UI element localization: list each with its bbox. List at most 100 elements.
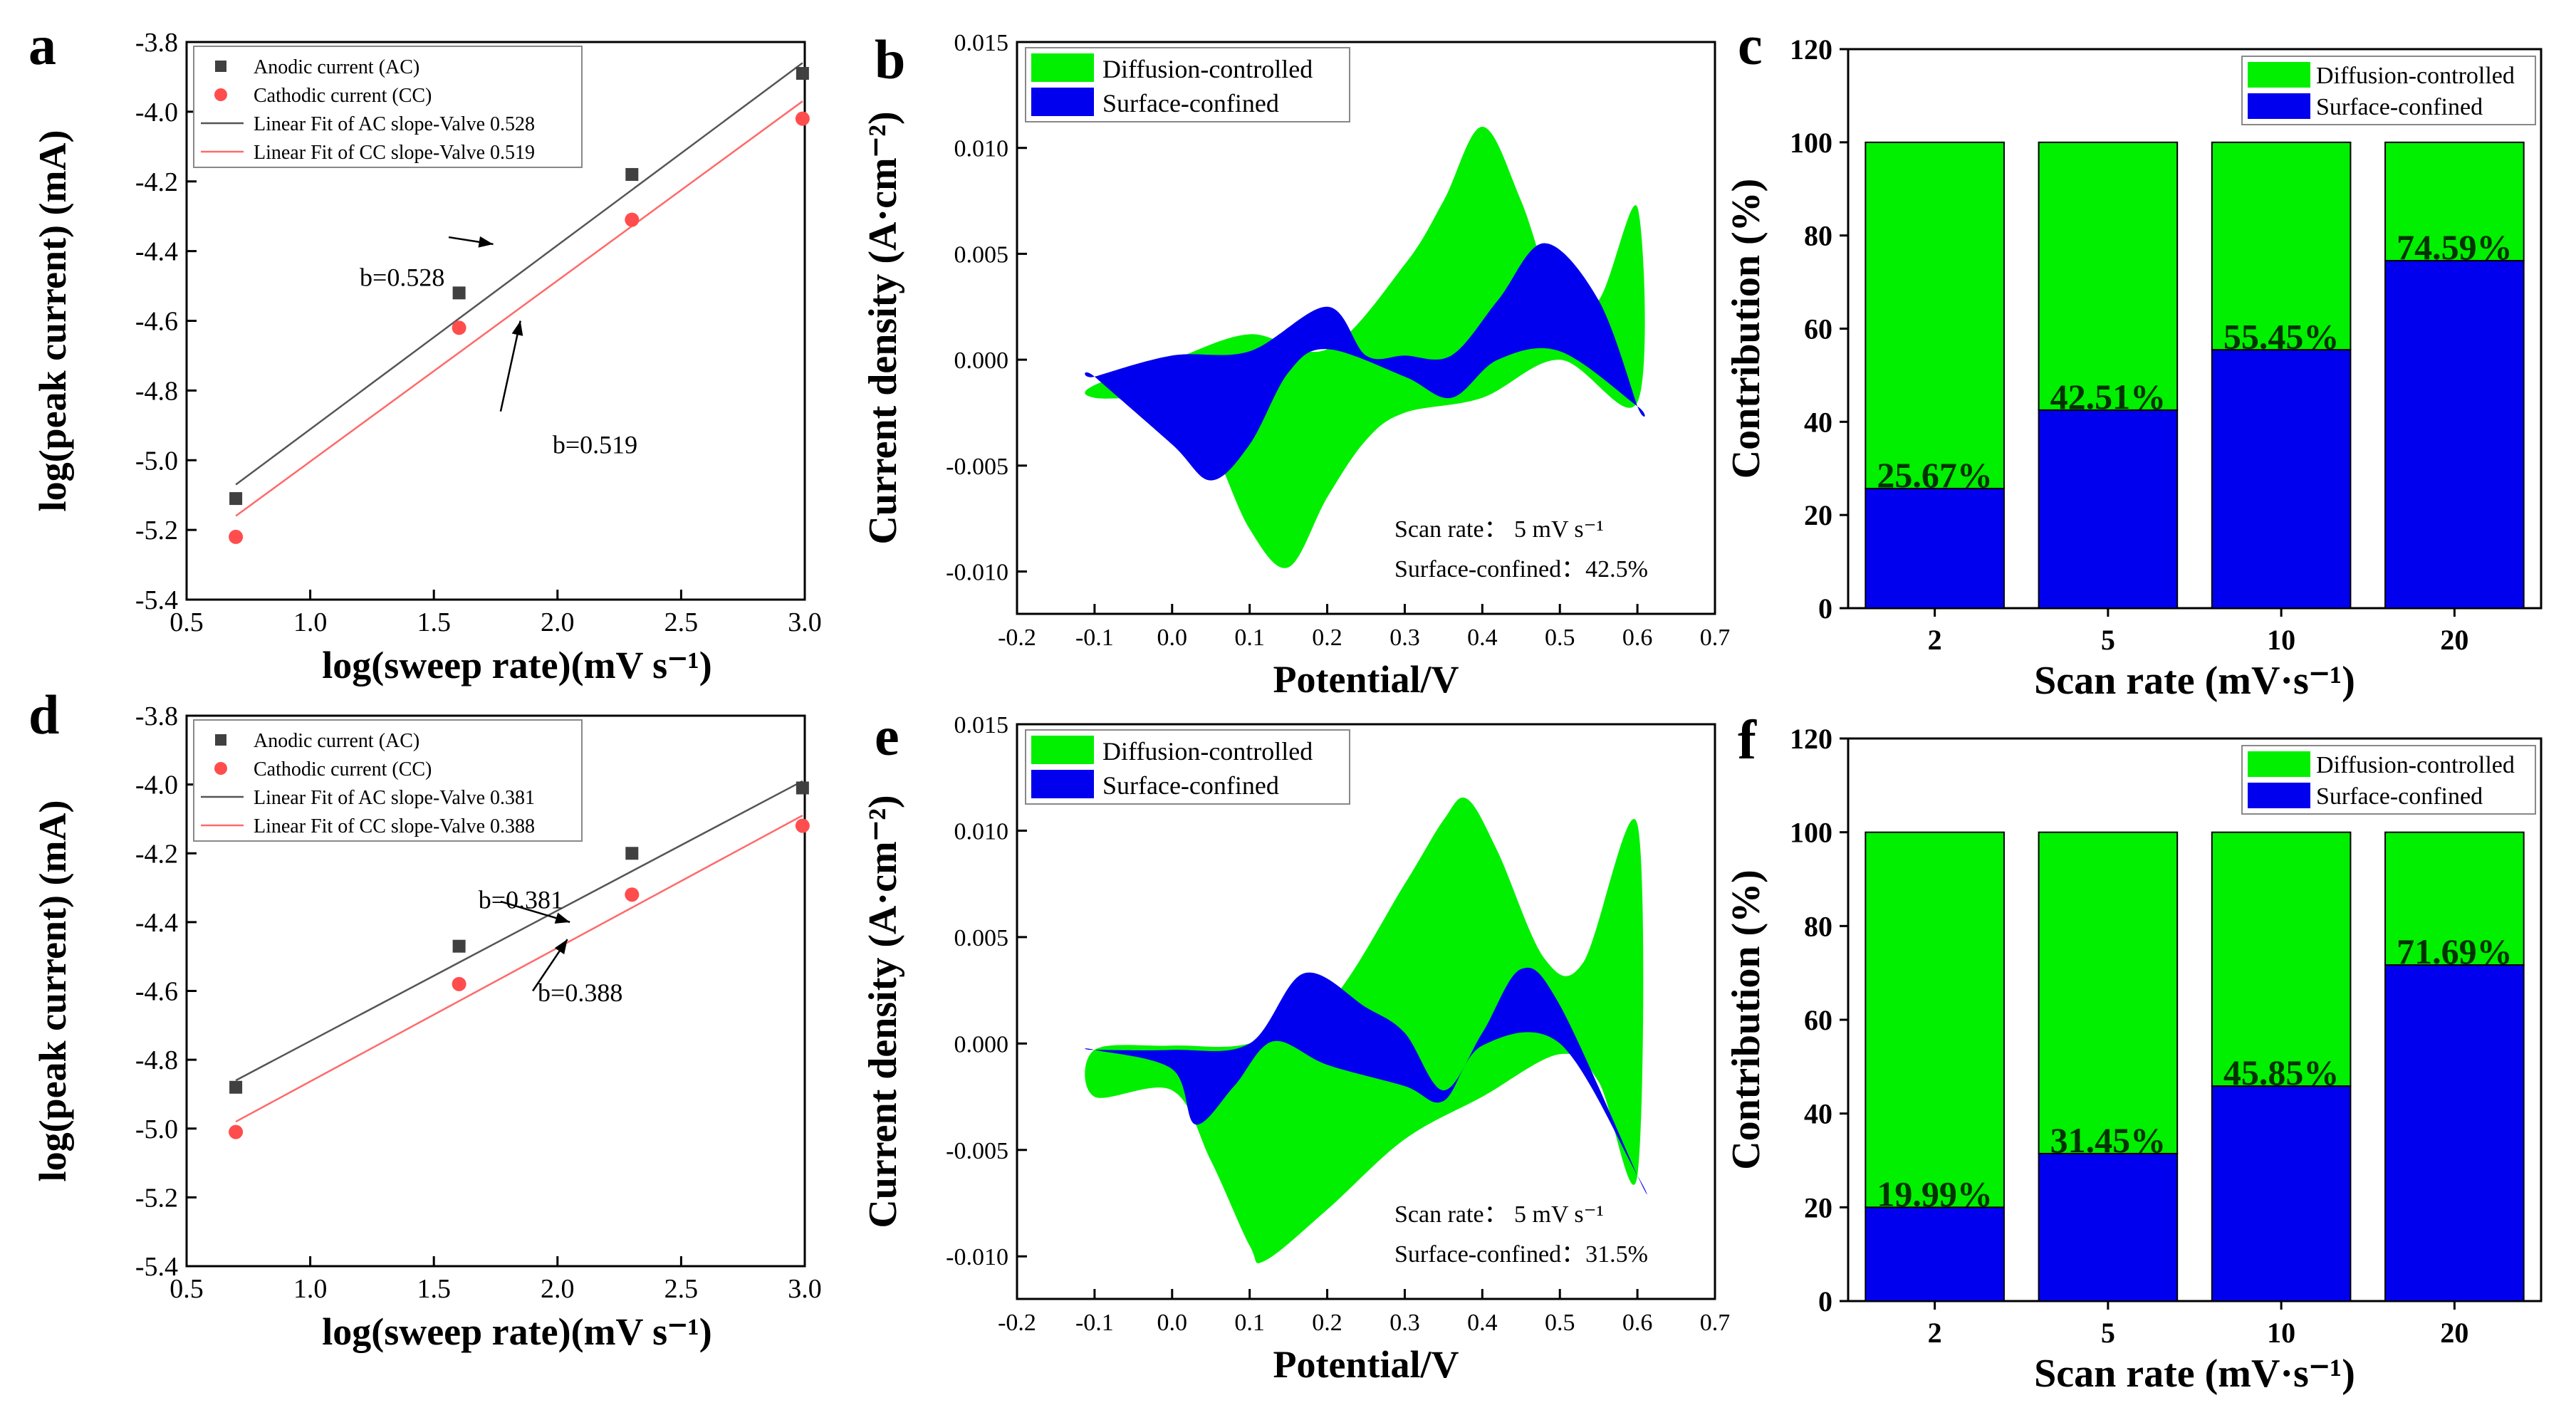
x-tick-label: 0.5 (1545, 625, 1575, 651)
slope-annotation: b=0.528 (360, 263, 444, 292)
legend-surface-swatch (1031, 88, 1094, 116)
y-tick-label: 0 (1818, 1285, 1832, 1317)
y-tick-label: 80 (1804, 910, 1832, 942)
legend-surface-label: Surface-confined (1102, 771, 1279, 800)
x-tick-label: 0.2 (1312, 1310, 1342, 1336)
x-tick-label: 3.0 (788, 607, 822, 637)
panel-letter: b (875, 28, 905, 90)
bar-diffusion (1865, 831, 2005, 1208)
panel-e: -0.2 -0.1 0.0 0.1 0.2 0.3 0.4 0.5 0.6 0.7 -0.010 -0… (861, 705, 1730, 1386)
panel-e-frame (1016, 723, 1716, 1300)
cc-point (229, 529, 244, 544)
legend-cc-marker (214, 88, 227, 101)
y-tick-label: -0.010 (946, 1244, 1008, 1270)
fit-line-ac (235, 780, 803, 1082)
y-axis-title: log(peak current) (mA) (31, 800, 74, 1182)
legend-surface-swatch (1031, 770, 1094, 798)
y-tick-label: -4.6 (135, 307, 178, 337)
x-tick-label: 3.0 (788, 1274, 822, 1304)
bar-value-label: 74.59% (2397, 227, 2513, 267)
legend-ac-label: Anodic current (AC) (254, 730, 419, 752)
y-tick-label: -0.010 (946, 560, 1008, 586)
ac-point (796, 67, 809, 80)
y-axis-title: log(peak current) (mA) (31, 130, 74, 512)
x-tick-label: -0.2 (998, 1310, 1036, 1336)
bar-diffusion (2384, 141, 2525, 262)
x-tick-label: 20 (2440, 1317, 2468, 1349)
y-axis-title: Contribution (%) (1724, 870, 1768, 1170)
slope-annotation: b=0.388 (538, 978, 622, 1007)
fit-line-cc (235, 815, 803, 1123)
y-tick-label: -5.0 (135, 1114, 178, 1144)
y-tick-label: 20 (1804, 499, 1832, 531)
y-tick-label: -0.005 (946, 1138, 1008, 1164)
legend-fit-cc-label: Linear Fit of CC slope-Valve 0.519 (254, 142, 535, 164)
y-tick-label: -5.4 (135, 585, 178, 615)
bar-value-label: 42.51% (2050, 377, 2166, 417)
ac-point (796, 781, 809, 795)
y-tick-label: 40 (1804, 406, 1832, 438)
bar-surface (2384, 964, 2525, 1302)
legend-surface-label: Surface-confined (2316, 94, 2483, 120)
legend-fit-cc-label: Linear Fit of CC slope-Valve 0.388 (254, 815, 535, 837)
y-tick-label: -4.2 (135, 839, 178, 869)
x-tick-label: -0.1 (1075, 625, 1114, 651)
panel-d: 0.5 1.0 1.5 2.0 2.5 3.0 -5.4 -5.2 -5.0 -4.8 -4.6 -4… (28, 684, 822, 1353)
y-axis-title: Current density (A·cm⁻²) (861, 795, 905, 1228)
x-tick-label: 5 (2101, 1317, 2115, 1349)
ac-point (625, 847, 639, 860)
scan-rate-note: Scan rate： 5 mV s⁻¹ (1394, 516, 1604, 543)
legend-box (193, 719, 583, 842)
cc-point (625, 887, 640, 902)
x-tick-label: 1.0 (293, 607, 328, 637)
panel-c: 25.67% 2 42.51% 5 55.45% 10 74.59% 20 0 20 40 60 80 1… (1724, 14, 2543, 703)
cc-point (625, 212, 640, 227)
annotation-arrow-head (554, 939, 568, 955)
y-tick-label: 100 (1790, 817, 1832, 849)
y-tick-label: 120 (1790, 723, 1832, 755)
cc-point (795, 818, 810, 833)
x-tick-label: 1.5 (417, 1274, 451, 1304)
panel-letter: c (1738, 14, 1763, 76)
y-tick-label: -4.8 (135, 1045, 178, 1075)
y-tick-label: -3.8 (135, 28, 178, 58)
surface-area (1085, 243, 1645, 481)
legend-diffusion-label: Diffusion-controlled (1102, 737, 1313, 766)
annotation-arrow-head (554, 912, 570, 924)
legend-ac-marker (215, 61, 226, 72)
y-tick-label: -3.8 (135, 701, 178, 731)
y-tick-label: 120 (1790, 33, 1832, 66)
surface-percent-note: Surface-confined：42.5% (1394, 556, 1648, 583)
bar-diffusion (1865, 141, 2005, 490)
ac-point (452, 939, 466, 953)
x-tick-label: 2.0 (541, 1274, 575, 1304)
panel-letter: f (1738, 709, 1757, 771)
y-axis-title: Contribution (%) (1724, 179, 1768, 479)
legend-surface-swatch (2248, 783, 2310, 808)
legend-cc-label: Cathodic current (CC) (254, 85, 432, 107)
x-tick-label: 0.7 (1700, 1310, 1731, 1336)
surface-percent-note: Surface-confined：31.5% (1394, 1241, 1648, 1268)
y-tick-label: 0.010 (954, 818, 1009, 845)
panel-letter: a (28, 14, 56, 76)
x-tick-label: 0.6 (1622, 625, 1653, 651)
legend-surface-label: Surface-confined (2316, 783, 2483, 810)
y-tick-label: -4.2 (135, 167, 178, 197)
x-tick-label: 0.5 (170, 1274, 204, 1304)
x-tick-label: 0.3 (1389, 625, 1420, 651)
x-tick-label: 2 (1928, 624, 1942, 656)
legend-ac-label: Anodic current (AC) (254, 56, 419, 78)
scan-rate-note: Scan rate： 5 mV s⁻¹ (1394, 1201, 1604, 1228)
x-axis-title: Scan rate (mV·s⁻¹) (2034, 659, 2355, 703)
y-axis-title: Current density (A·cm⁻²) (861, 111, 905, 544)
bar-diffusion (2211, 831, 2352, 1087)
legend-fit-ac-label: Linear Fit of AC slope-Valve 0.528 (254, 113, 535, 135)
fit-line-ac (235, 62, 803, 486)
y-tick-label: 100 (1790, 127, 1832, 159)
ac-point (625, 167, 639, 181)
y-tick-label: 60 (1804, 1004, 1832, 1036)
x-tick-label: 0.5 (170, 607, 204, 637)
x-tick-label: 1.5 (417, 607, 451, 637)
bar-diffusion (2211, 141, 2352, 351)
ac-point (229, 492, 243, 506)
